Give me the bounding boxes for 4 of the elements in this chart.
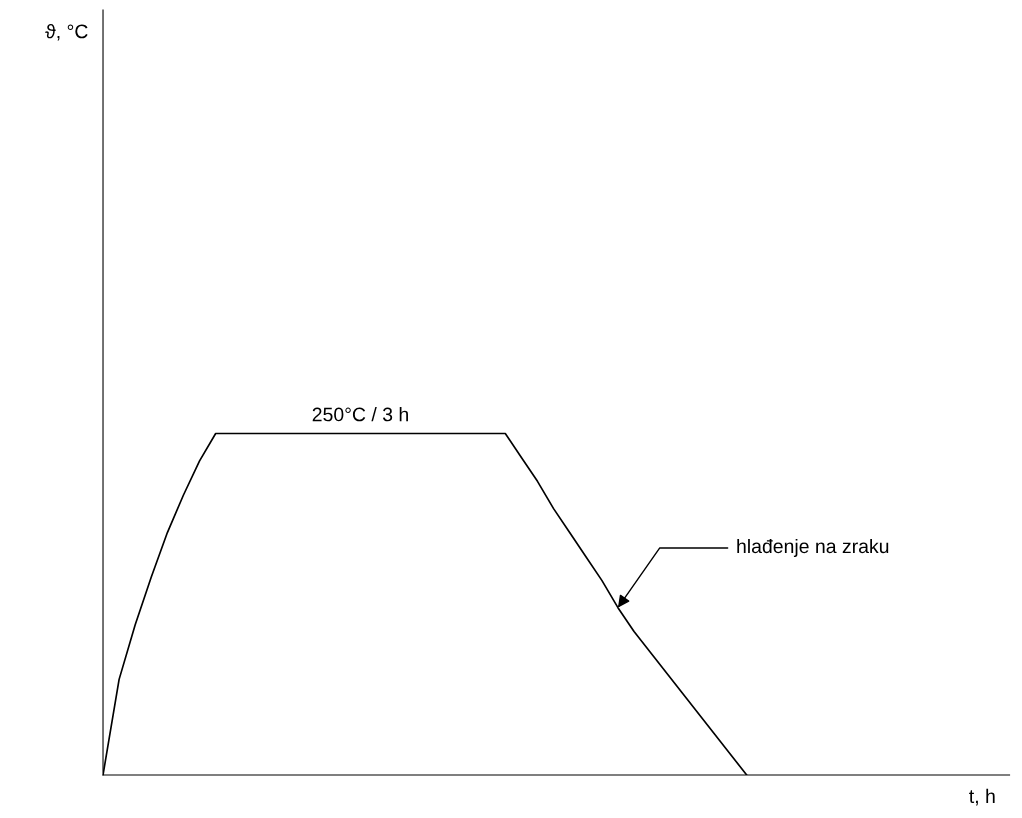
text: ϑ, °C xyxy=(45,24,88,41)
text: t, h xyxy=(969,788,995,806)
text: 250°C / 3 h xyxy=(312,407,408,422)
annotation: hlađenje na zraku xyxy=(737,538,889,558)
